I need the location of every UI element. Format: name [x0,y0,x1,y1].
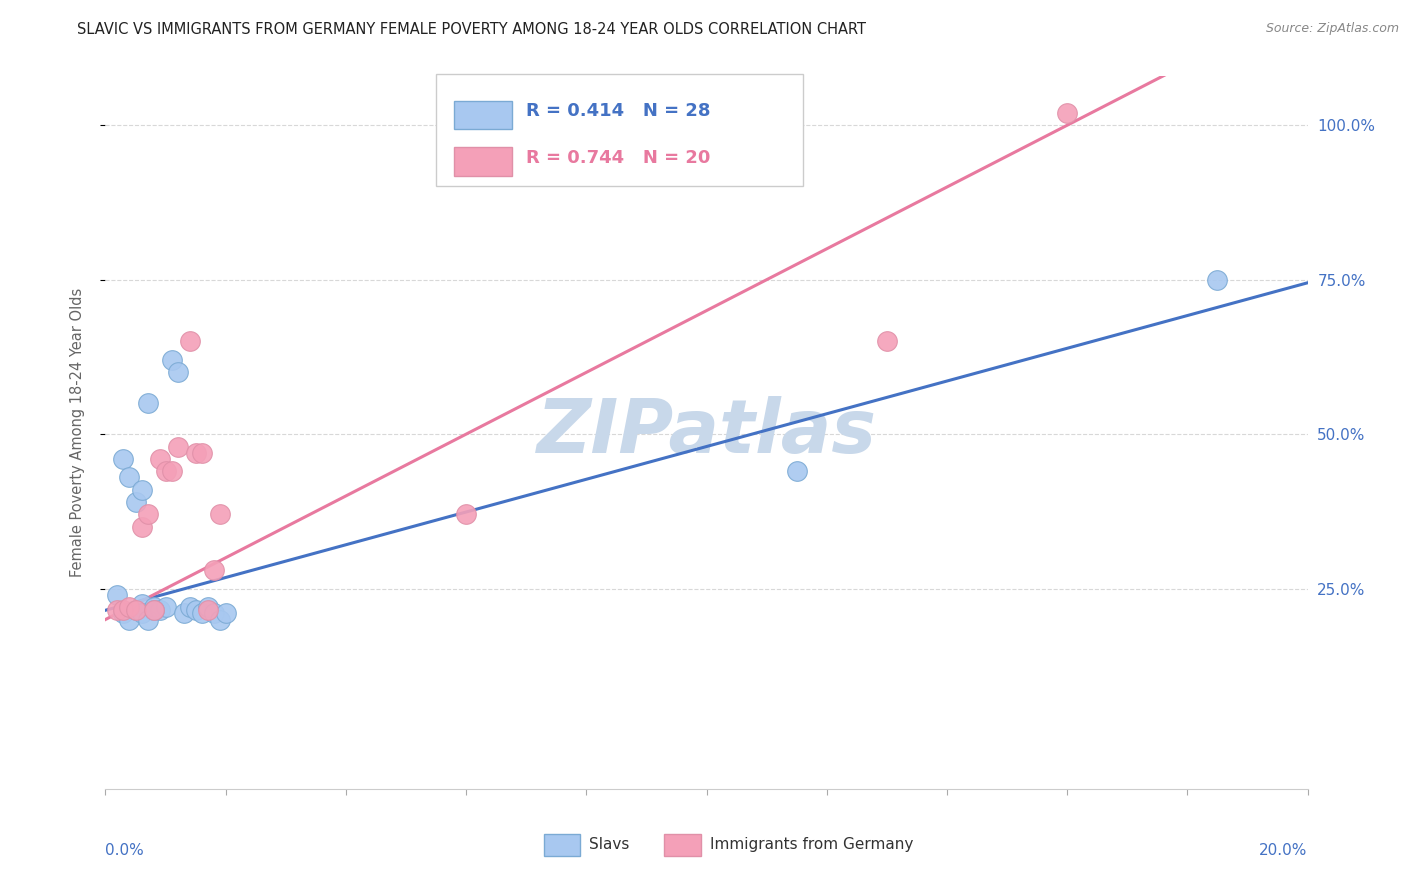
Point [190,607,212,621]
Point [184,603,207,617]
Point [179,600,201,615]
Point [131,607,153,621]
Point [786,464,808,478]
FancyBboxPatch shape [436,74,803,186]
FancyBboxPatch shape [454,101,512,129]
Point [184,446,207,460]
Point [1206,273,1229,287]
Text: R = 0.414   N = 28: R = 0.414 N = 28 [526,103,710,120]
Text: 0.0%: 0.0% [105,843,145,858]
Point [202,563,225,577]
Point [107,588,129,602]
Point [136,396,159,410]
Point [166,440,188,454]
Point [112,607,135,621]
Point [155,600,177,615]
Point [214,607,236,621]
Point [208,613,231,627]
Text: SLAVIC VS IMMIGRANTS FROM GERMANY FEMALE POVERTY AMONG 18-24 YEAR OLDS CORRELATI: SLAVIC VS IMMIGRANTS FROM GERMANY FEMALE… [77,22,866,37]
Y-axis label: Female Poverty Among 18-24 Year Olds: Female Poverty Among 18-24 Year Olds [70,288,84,577]
Point [179,334,201,349]
Point [118,600,141,615]
FancyBboxPatch shape [665,834,700,856]
Point [148,451,170,466]
Point [173,607,195,621]
Point [124,603,146,617]
Point [197,603,219,617]
Point [142,600,165,615]
Point [107,603,129,617]
Point [1056,106,1078,120]
Point [112,603,135,617]
Point [124,495,146,509]
Point [454,508,477,522]
Text: 20.0%: 20.0% [1260,843,1308,858]
Point [155,464,177,478]
Point [112,451,135,466]
Point [208,508,231,522]
Point [160,464,183,478]
FancyBboxPatch shape [454,147,512,176]
Text: ZIPatlas: ZIPatlas [537,396,876,469]
Point [131,597,153,611]
Text: R = 0.744   N = 20: R = 0.744 N = 20 [526,149,710,167]
Point [202,607,225,621]
Point [118,613,141,627]
Point [136,508,159,522]
Point [142,603,165,617]
Text: Slavs: Slavs [589,837,628,852]
Point [166,365,188,379]
FancyBboxPatch shape [544,834,581,856]
Point [142,603,165,617]
Text: Immigrants from Germany: Immigrants from Germany [710,837,914,852]
Point [148,603,170,617]
Point [118,470,141,484]
Point [160,353,183,368]
Point [124,603,146,617]
Point [131,483,153,497]
Point [131,520,153,534]
Point [876,334,898,349]
Text: Source: ZipAtlas.com: Source: ZipAtlas.com [1265,22,1399,36]
Point [197,600,219,615]
Point [190,446,212,460]
Point [136,613,159,627]
